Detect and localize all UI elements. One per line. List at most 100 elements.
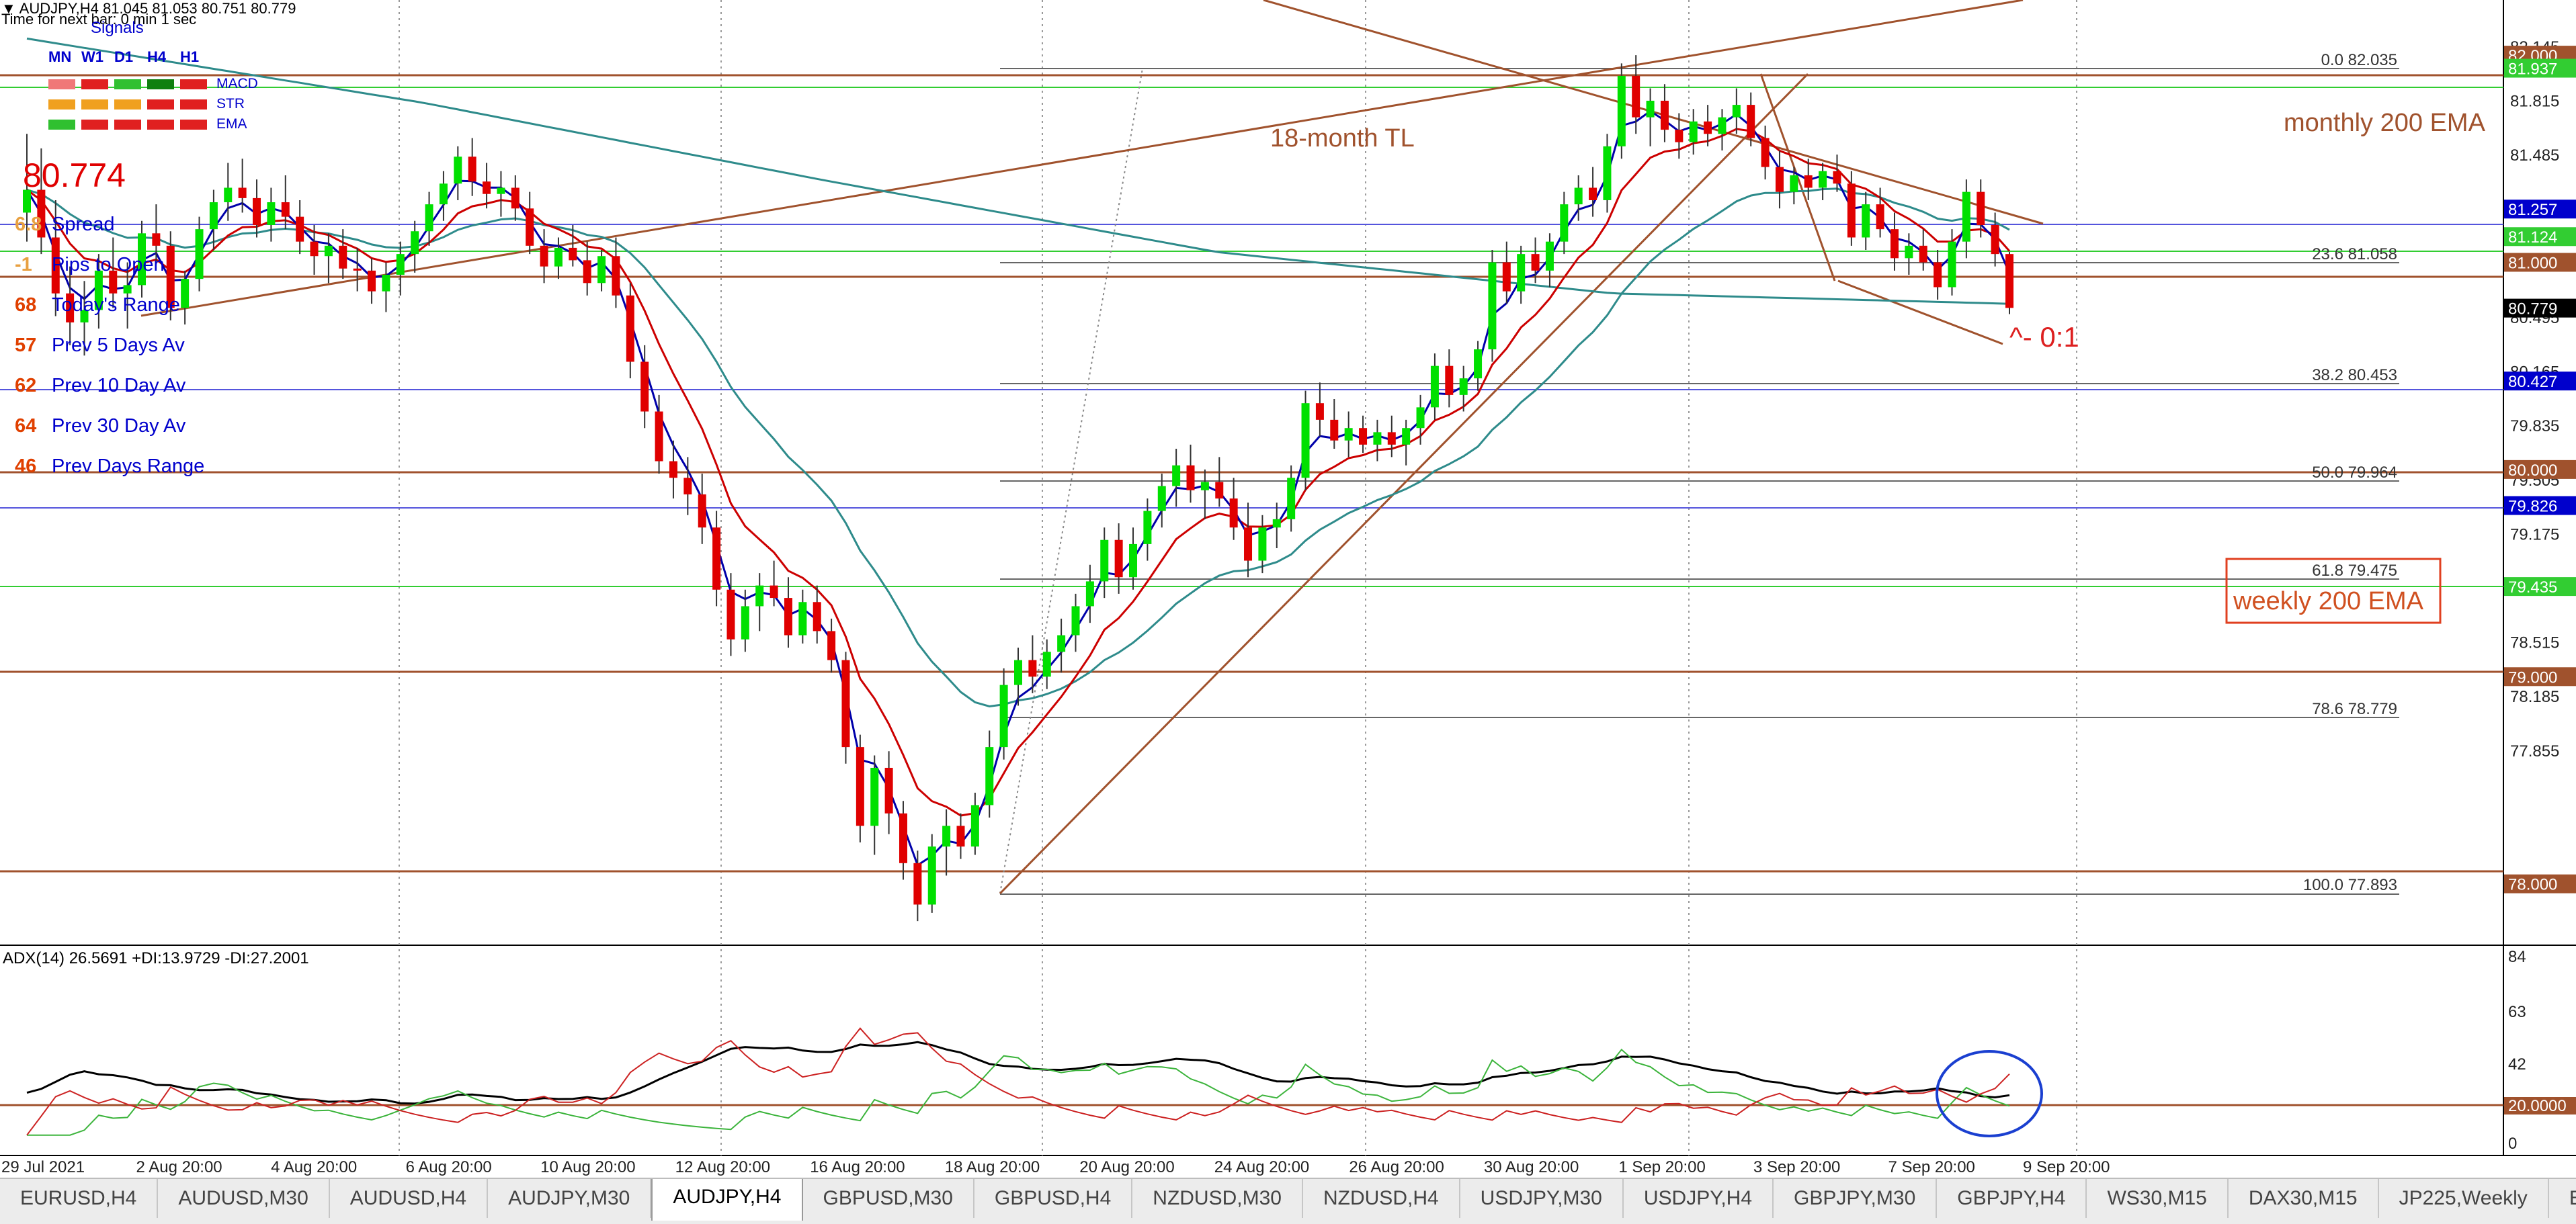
candle — [1919, 229, 1927, 271]
candle — [339, 229, 347, 279]
channel-lower — [1837, 279, 2003, 345]
price-marker: 80.427 — [2504, 371, 2576, 391]
chart-tab[interactable]: BTCUSD,Daily — [2549, 1179, 2576, 1218]
price-marker: 80.000 — [2504, 460, 2576, 480]
chart-tab[interactable]: JP225,Weekly — [2379, 1179, 2549, 1218]
chart-tab[interactable]: GBPUSD,H4 — [974, 1179, 1133, 1218]
candle — [1704, 105, 1712, 146]
time-tick-label: 3 Sep 20:00 — [1753, 1158, 1840, 1176]
svg-text:81.257: 81.257 — [2508, 201, 2557, 219]
time-tick-label: 9 Sep 20:00 — [2023, 1158, 2110, 1176]
candle — [655, 394, 663, 474]
candle — [123, 262, 132, 329]
time-tick-label: 12 Aug 20:00 — [675, 1158, 770, 1176]
candle — [1258, 515, 1267, 574]
candle — [425, 191, 433, 246]
price-marker: 79.000 — [2504, 667, 2576, 687]
candle — [483, 163, 491, 209]
price-marker: 79.826 — [2504, 496, 2576, 516]
chart-tab[interactable]: WS30,M15 — [2087, 1179, 2229, 1218]
candle — [1732, 88, 1741, 134]
fib-label-786: 78.6 78.779 — [2312, 700, 2397, 718]
svg-text:79.826: 79.826 — [2508, 498, 2557, 516]
svg-text:81.000: 81.000 — [2508, 254, 2557, 272]
fibonacci-labels: 0.0 82.035 23.6 81.058 38.2 80.453 50.0 … — [2303, 51, 2397, 894]
signal-timeframe-label: H1 — [180, 48, 200, 65]
chart-tab[interactable]: USDJPY,M30 — [1460, 1179, 1624, 1218]
candle — [1948, 229, 1956, 296]
candle — [94, 254, 103, 329]
price-tick-label: 81.485 — [2510, 146, 2559, 165]
candle — [439, 171, 448, 221]
candle — [1387, 415, 1396, 457]
adx-axis: 84 63 42 0 — [2508, 948, 2526, 1153]
candle — [1804, 159, 1813, 200]
candle — [798, 589, 807, 644]
time-tick-label: 18 Aug 20:00 — [945, 1158, 1040, 1176]
chart-tab[interactable]: AUDJPY,H4 — [651, 1179, 803, 1221]
fib-label-382: 38.2 80.453 — [2312, 366, 2397, 384]
chart-tab[interactable]: DAX30,M15 — [2229, 1179, 2379, 1218]
stat-row: -1 Pips to Open — [15, 254, 165, 276]
ratio-label: ^- 0:1 — [2009, 321, 2079, 353]
chart-tab[interactable]: USDJPY,H4 — [1624, 1179, 1774, 1218]
signal-cell — [48, 79, 75, 89]
chart-tab-bar: EURUSD,H4 AUDUSD,M30 AUDUSD,H4 AUDJPY,M30 AU… — [0, 1178, 2576, 1224]
stat-value: 64 — [15, 415, 37, 437]
candle — [1862, 191, 1870, 250]
signal-cell — [180, 99, 207, 110]
adx-level-marker-label: 20.0000 — [2508, 1097, 2567, 1115]
candle — [1890, 212, 1899, 271]
chart-tab[interactable]: GBPJPY,H4 — [1937, 1179, 2087, 1218]
candle — [411, 220, 419, 273]
candle — [1272, 502, 1281, 549]
candle — [1660, 84, 1669, 142]
svg-text:42: 42 — [2508, 1055, 2526, 1074]
candle — [1775, 150, 1784, 209]
chart-tab[interactable]: NZDUSD,M30 — [1132, 1179, 1303, 1218]
candle — [1603, 134, 1612, 213]
candle — [1833, 155, 1841, 192]
candle — [626, 283, 634, 379]
candle — [1502, 241, 1511, 304]
candle — [1761, 125, 1770, 180]
candle — [1560, 191, 1569, 255]
candlesticks — [23, 55, 2013, 922]
candle — [1416, 394, 1425, 445]
price-tick-label: 81.815 — [2510, 93, 2559, 111]
candle — [1085, 564, 1094, 623]
chart-tab[interactable]: AUDUSD,H4 — [330, 1179, 489, 1218]
signal-timeframe-label: H4 — [147, 48, 167, 65]
chart-tab[interactable]: NZDUSD,H4 — [1303, 1179, 1460, 1218]
chart-tab[interactable]: GBPJPY,M30 — [1774, 1179, 1938, 1218]
stat-row: 57 Prev 5 Days Av — [15, 335, 185, 357]
candle — [1042, 639, 1051, 689]
candle — [51, 200, 60, 316]
chart-tab[interactable]: AUDJPY,M30 — [488, 1179, 652, 1218]
time-tick-label: 20 Aug 20:00 — [1079, 1158, 1174, 1176]
stat-label: Prev 10 Day Av — [52, 375, 186, 396]
time-tick-label: 2 Aug 20:00 — [136, 1158, 222, 1176]
candle — [1200, 469, 1209, 519]
chart-tab[interactable]: EURUSD,H4 — [0, 1179, 159, 1218]
time-tick-label: 16 Aug 20:00 — [810, 1158, 905, 1176]
candle — [1100, 527, 1109, 599]
signals-title: Signals — [91, 19, 144, 37]
candle — [1172, 449, 1181, 507]
candle — [1718, 109, 1727, 150]
candle — [1876, 187, 1884, 238]
stat-label: Today's Range — [52, 294, 180, 316]
stat-value: 68 — [15, 294, 37, 316]
stat-label: Prev 5 Days Av — [52, 335, 185, 356]
svg-text:78.000: 78.000 — [2508, 876, 2557, 894]
chart-tab[interactable]: GBPUSD,M30 — [803, 1179, 974, 1218]
candle — [970, 792, 979, 855]
stat-value: 62 — [15, 375, 37, 396]
signal-timeframe-label: D1 — [114, 48, 134, 65]
candle — [712, 511, 721, 607]
minus-di-line — [26, 1027, 2010, 1136]
candle — [870, 755, 879, 855]
chart-tab[interactable]: AUDUSD,M30 — [158, 1179, 330, 1218]
candle — [583, 241, 591, 296]
